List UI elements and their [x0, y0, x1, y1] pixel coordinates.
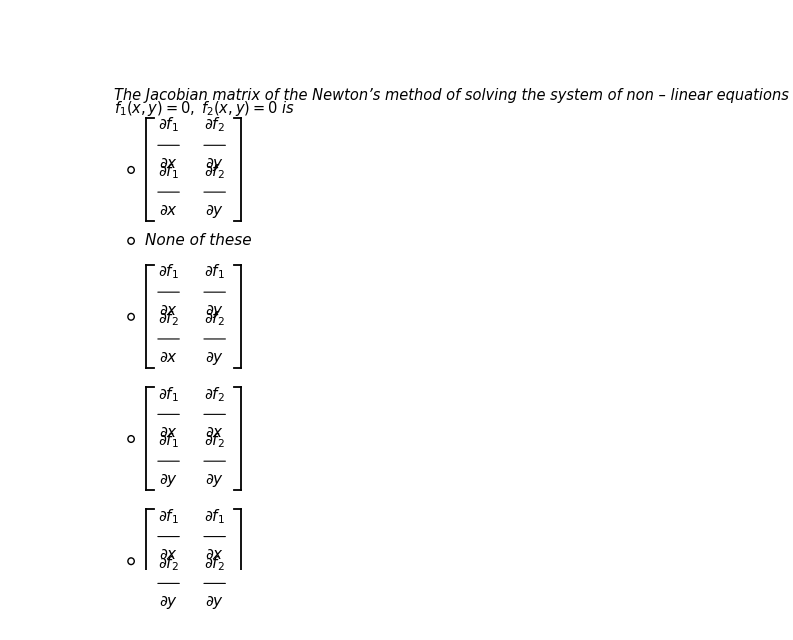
Text: $\partial x$: $\partial x$ — [159, 303, 178, 318]
Text: $\partial y$: $\partial y$ — [205, 595, 224, 611]
Text: $\partial f_2$: $\partial f_2$ — [205, 431, 225, 451]
Text: $\partial f_1$: $\partial f_1$ — [158, 163, 179, 181]
Text: $\partial f_2$: $\partial f_2$ — [205, 309, 225, 328]
Text: $\partial f_2$: $\partial f_2$ — [205, 163, 225, 181]
Text: None of these: None of these — [145, 234, 252, 248]
Text: $\partial f_1$: $\partial f_1$ — [158, 385, 179, 404]
Text: $\partial y$: $\partial y$ — [205, 350, 224, 367]
Text: $\partial f_1$: $\partial f_1$ — [158, 431, 179, 451]
Text: $\partial y$: $\partial y$ — [159, 472, 178, 489]
Text: $\partial f_2$: $\partial f_2$ — [205, 116, 225, 134]
Text: $\partial f_1$: $\partial f_1$ — [158, 262, 179, 282]
Text: $\partial f_1$: $\partial f_1$ — [204, 262, 225, 282]
Text: $\partial f_2$: $\partial f_2$ — [205, 385, 225, 404]
Text: $\partial x$: $\partial x$ — [205, 425, 224, 440]
Text: $\partial x$: $\partial x$ — [159, 425, 178, 440]
Text: $\partial x$: $\partial x$ — [159, 203, 178, 218]
Text: $\partial y$: $\partial y$ — [159, 595, 178, 611]
Text: $\partial f_1$: $\partial f_1$ — [158, 507, 179, 525]
Text: $\partial f_1$: $\partial f_1$ — [204, 507, 225, 525]
Text: $\partial f_2$: $\partial f_2$ — [205, 554, 225, 573]
Text: $f_1(x,y)=0,\; f_2(x,y)=0$ is: $f_1(x,y)=0,\; f_2(x,y)=0$ is — [114, 99, 295, 118]
Text: $\partial f_2$: $\partial f_2$ — [158, 309, 179, 328]
Text: The Jacobian matrix of the Newton’s method of solving the system of non – linear: The Jacobian matrix of the Newton’s meth… — [114, 88, 789, 102]
Text: $\partial x$: $\partial x$ — [159, 350, 178, 365]
Text: $\partial x$: $\partial x$ — [159, 547, 178, 563]
Text: $\partial f_1$: $\partial f_1$ — [158, 116, 179, 134]
Text: $\partial y$: $\partial y$ — [205, 156, 224, 173]
Text: $\partial x$: $\partial x$ — [159, 156, 178, 171]
Text: $\partial f_2$: $\partial f_2$ — [158, 554, 179, 573]
Text: $\partial x$: $\partial x$ — [205, 547, 224, 563]
Text: $\partial y$: $\partial y$ — [205, 303, 224, 320]
Text: $\partial y$: $\partial y$ — [205, 203, 224, 220]
Text: $\partial y$: $\partial y$ — [205, 472, 224, 489]
